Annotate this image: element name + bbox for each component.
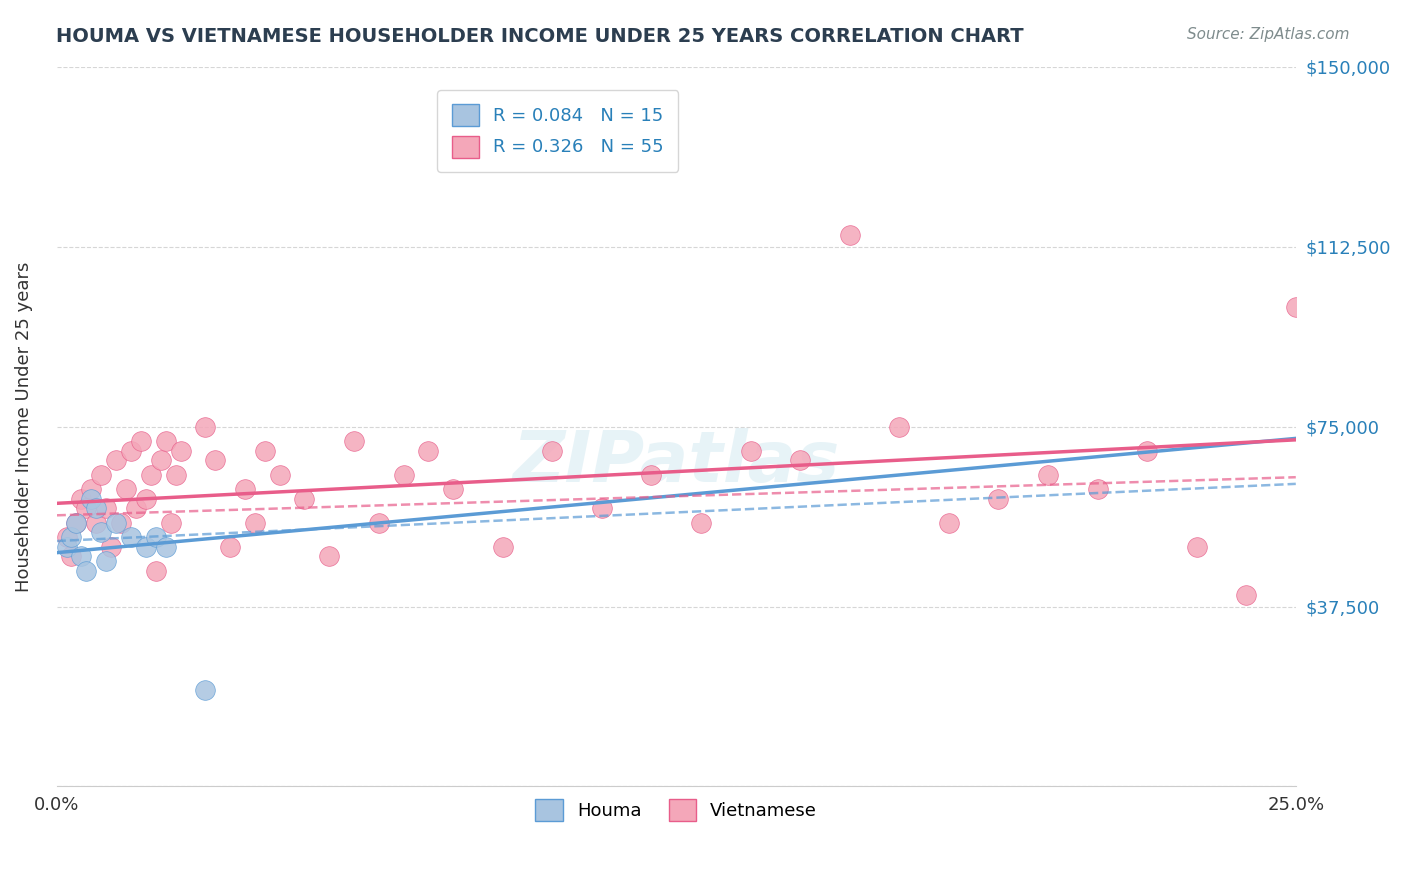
Point bbox=[591, 501, 613, 516]
Point bbox=[65, 516, 87, 530]
Text: ZIPatlas: ZIPatlas bbox=[513, 428, 839, 497]
Point bbox=[70, 491, 93, 506]
Point bbox=[75, 501, 97, 516]
Point bbox=[96, 554, 118, 568]
Point bbox=[343, 434, 366, 448]
Point bbox=[987, 491, 1010, 506]
Point bbox=[125, 501, 148, 516]
Point bbox=[135, 540, 157, 554]
Point bbox=[60, 530, 83, 544]
Point bbox=[418, 443, 440, 458]
Point bbox=[1185, 540, 1208, 554]
Point bbox=[194, 683, 217, 698]
Point bbox=[129, 434, 152, 448]
Y-axis label: Householder Income Under 25 years: Householder Income Under 25 years bbox=[15, 261, 32, 591]
Point bbox=[169, 443, 191, 458]
Point bbox=[90, 467, 112, 482]
Point bbox=[367, 516, 389, 530]
Point bbox=[740, 443, 762, 458]
Point bbox=[90, 525, 112, 540]
Point bbox=[253, 443, 276, 458]
Point bbox=[441, 482, 464, 496]
Point bbox=[219, 540, 242, 554]
Point bbox=[269, 467, 291, 482]
Text: HOUMA VS VIETNAMESE HOUSEHOLDER INCOME UNDER 25 YEARS CORRELATION CHART: HOUMA VS VIETNAMESE HOUSEHOLDER INCOME U… bbox=[56, 27, 1024, 45]
Point bbox=[204, 453, 226, 467]
Point bbox=[55, 530, 77, 544]
Point bbox=[155, 434, 177, 448]
Point bbox=[65, 516, 87, 530]
Point bbox=[233, 482, 256, 496]
Point bbox=[165, 467, 187, 482]
Point bbox=[100, 540, 122, 554]
Point bbox=[1036, 467, 1059, 482]
Point bbox=[84, 516, 107, 530]
Point bbox=[55, 540, 77, 554]
Point bbox=[243, 516, 266, 530]
Point bbox=[194, 419, 217, 434]
Point bbox=[110, 516, 132, 530]
Point bbox=[60, 549, 83, 563]
Point bbox=[690, 516, 713, 530]
Legend: Houma, Vietnamese: Houma, Vietnamese bbox=[522, 784, 831, 835]
Point bbox=[105, 516, 128, 530]
Point bbox=[145, 530, 167, 544]
Point bbox=[115, 482, 138, 496]
Point bbox=[392, 467, 415, 482]
Point bbox=[120, 443, 142, 458]
Point bbox=[541, 443, 564, 458]
Point bbox=[80, 491, 103, 506]
Point bbox=[135, 491, 157, 506]
Text: Source: ZipAtlas.com: Source: ZipAtlas.com bbox=[1187, 27, 1350, 42]
Point bbox=[84, 501, 107, 516]
Point bbox=[1285, 300, 1308, 314]
Point bbox=[318, 549, 340, 563]
Point bbox=[789, 453, 811, 467]
Point bbox=[492, 540, 515, 554]
Point bbox=[120, 530, 142, 544]
Point bbox=[155, 540, 177, 554]
Point bbox=[938, 516, 960, 530]
Point bbox=[159, 516, 181, 530]
Point bbox=[1136, 443, 1159, 458]
Point bbox=[139, 467, 162, 482]
Point bbox=[294, 491, 316, 506]
Point bbox=[75, 564, 97, 578]
Point bbox=[145, 564, 167, 578]
Point bbox=[1234, 587, 1257, 601]
Point bbox=[105, 453, 128, 467]
Point bbox=[80, 482, 103, 496]
Point bbox=[1087, 482, 1109, 496]
Point bbox=[96, 501, 118, 516]
Point bbox=[838, 227, 860, 242]
Point bbox=[640, 467, 662, 482]
Point bbox=[70, 549, 93, 563]
Point bbox=[149, 453, 172, 467]
Point bbox=[889, 419, 911, 434]
